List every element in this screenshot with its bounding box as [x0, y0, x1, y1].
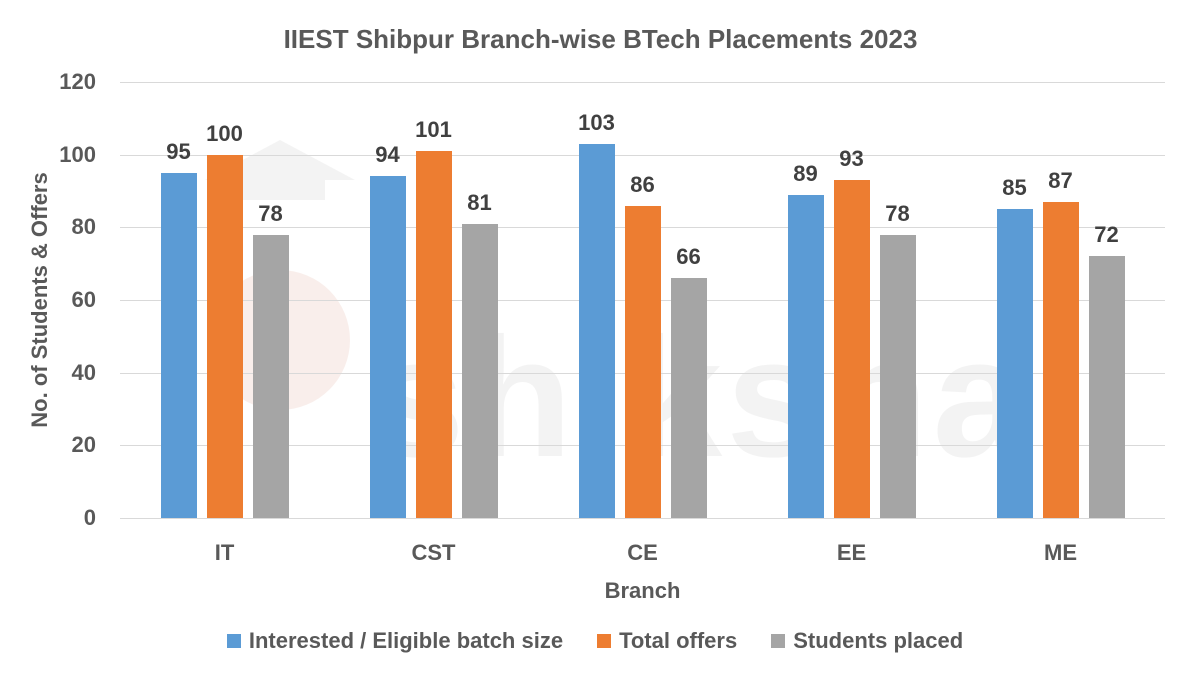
- bar-me-series-1[interactable]: [1042, 201, 1079, 518]
- data-label: 86: [630, 171, 655, 197]
- bar-cst-series-1[interactable]: [415, 151, 452, 518]
- y-tick-label: 40: [71, 359, 96, 385]
- bar-ee-series-0[interactable]: [787, 194, 824, 518]
- x-tick-label: ME: [1044, 540, 1077, 565]
- legend-label: Interested / Eligible batch size: [248, 628, 564, 653]
- data-label: 94: [375, 142, 400, 168]
- gridline: [120, 82, 1165, 83]
- gridline: [120, 154, 1165, 156]
- x-tick-label: IT: [214, 540, 235, 565]
- data-label: 81: [467, 189, 492, 215]
- data-label: 66: [676, 244, 701, 270]
- bar-ee-series-1[interactable]: [833, 180, 870, 518]
- legend-item[interactable]: Interested / Eligible batch size: [226, 628, 564, 654]
- bar-ce-series-2[interactable]: [670, 278, 707, 518]
- x-axis-label: Branch: [604, 578, 681, 603]
- legend-label: Students placed: [793, 628, 964, 653]
- legend: Interested / Eligible batch size Total of…: [0, 628, 1190, 654]
- y-tick-label: 120: [59, 69, 96, 94]
- x-tick-label: CE: [627, 540, 658, 565]
- data-label: 72: [1094, 222, 1119, 248]
- bar-ce-series-0[interactable]: [578, 143, 615, 518]
- bar-it-series-1[interactable]: [206, 154, 243, 518]
- data-label: 93: [839, 146, 864, 172]
- x-tick-label: CST: [411, 540, 456, 565]
- data-label: 103: [578, 109, 615, 135]
- data-label: 100: [206, 120, 243, 146]
- data-label: 78: [885, 200, 910, 226]
- legend-swatch-icon: [771, 634, 786, 648]
- bar-me-series-2[interactable]: [1088, 256, 1125, 518]
- bar-ee-series-2[interactable]: [879, 234, 916, 518]
- y-tick-label: 100: [59, 141, 96, 167]
- data-label: 78: [258, 200, 283, 226]
- data-label: 101: [415, 117, 452, 143]
- bar-cst-series-0[interactable]: [369, 176, 406, 518]
- data-label: 85: [1002, 175, 1027, 201]
- chart-title: IIEST Shibpur Branch-wise BTech Placemen…: [283, 24, 918, 54]
- x-tick-label: EE: [836, 540, 867, 565]
- bar-me-series-0[interactable]: [996, 209, 1033, 518]
- bar-ce-series-1[interactable]: [624, 205, 661, 518]
- y-tick-label: 60: [71, 287, 96, 312]
- bar-it-series-0[interactable]: [160, 172, 197, 518]
- bar-cst-series-2[interactable]: [461, 223, 498, 518]
- plot-area: 95 100 78 94 101 81 103 86 66 89 93 78 85 87 72: [120, 82, 1165, 519]
- legend-item[interactable]: Students placed: [771, 628, 963, 654]
- data-label: 89: [793, 160, 818, 186]
- legend-swatch-icon: [226, 634, 241, 648]
- legend-label: Total offers: [619, 628, 738, 653]
- gridline: [120, 518, 1165, 519]
- y-tick-label: 0: [83, 505, 96, 530]
- data-label: 95: [166, 138, 191, 164]
- y-tick-label: 80: [71, 214, 96, 240]
- data-label: 87: [1048, 167, 1073, 193]
- y-tick-label: 20: [71, 432, 96, 458]
- legend-swatch-icon: [597, 634, 612, 648]
- legend-item[interactable]: Total offers: [597, 628, 737, 654]
- bar-it-series-2[interactable]: [252, 234, 289, 518]
